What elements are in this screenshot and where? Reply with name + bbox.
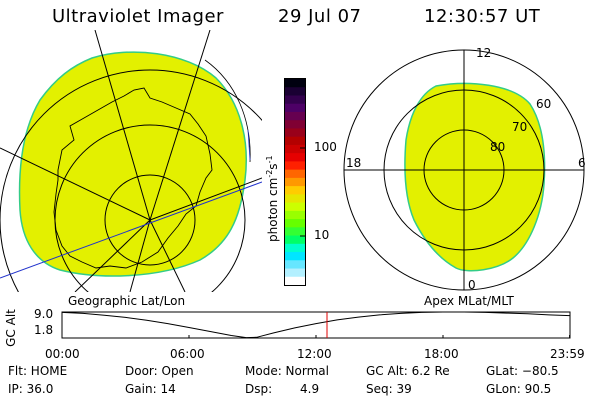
status-mode: Mode: Normal xyxy=(245,364,329,378)
uv-emission-region-polar xyxy=(404,82,546,272)
mlat-label-80: 80 xyxy=(490,140,506,154)
colorbar-segment xyxy=(285,111,305,121)
timeline-ytick-bottom: 1.8 xyxy=(34,323,54,337)
geographic-panel-label: Geographic Lat/Lon xyxy=(68,294,186,308)
colorbar-segment xyxy=(285,128,305,138)
timeline-xtick-1800: 18:00 xyxy=(424,347,459,361)
colorbar-segment xyxy=(285,120,305,129)
svg-text:photon cm-2s-1: photon cm-2s-1 xyxy=(265,155,280,242)
mlt-label-18: 18 xyxy=(346,156,362,170)
colorbar-segment xyxy=(285,276,305,286)
colorbar-segment xyxy=(285,210,305,220)
colorbar-segment xyxy=(285,194,305,204)
meridian-lines xyxy=(0,30,262,292)
uv-emission-region-geo xyxy=(18,51,247,277)
mlt-label-0: 0 xyxy=(468,278,476,292)
mlat-label-60: 60 xyxy=(536,97,552,111)
orbit-track xyxy=(0,181,262,279)
colorbar-segment xyxy=(285,252,305,261)
colorbar-segment xyxy=(285,136,305,146)
status-gain: Gain: 14 xyxy=(125,382,176,396)
colorbar-tick-100: 100 xyxy=(314,140,337,154)
coastline xyxy=(53,87,213,269)
mlt-label-12: 12 xyxy=(476,46,492,60)
polar-mlat-mlt-plot xyxy=(343,49,585,291)
altitude-timeline: GC Alt xyxy=(4,309,571,347)
status-gc-altitude: GC Alt: 6.2 Re xyxy=(366,364,450,378)
status-flight: Flt: HOME xyxy=(8,364,68,378)
instrument-title: Ultraviolet Imager xyxy=(52,6,224,27)
colorbar-segment xyxy=(285,260,305,270)
colorbar-segment xyxy=(285,144,305,154)
timeline-xtick-2359: 23:59 xyxy=(550,347,585,361)
earth-limb xyxy=(204,59,251,163)
altitude-series-line xyxy=(61,311,570,339)
timeline-ytick-top: 9.0 xyxy=(34,307,54,321)
colorbar-segment xyxy=(285,161,305,171)
status-sequence: Seq: 39 xyxy=(366,382,412,396)
colorbar-segment xyxy=(285,87,305,96)
colorbar-frame xyxy=(284,78,306,286)
colorbar-segment xyxy=(285,227,305,237)
timeline-xtick-0600: 06:00 xyxy=(170,347,205,361)
intensity-colorbar xyxy=(284,78,306,286)
colorbar-segment xyxy=(285,95,305,105)
colorbar-segment xyxy=(285,202,305,212)
colorbar-segment xyxy=(285,235,305,245)
colorbar-segment xyxy=(285,243,305,253)
status-dsp-value: 4.9 xyxy=(300,382,320,396)
status-door: Door: Open xyxy=(125,364,194,378)
mlt-meridians xyxy=(344,50,584,290)
timeline-ylabel: GC Alt xyxy=(4,309,18,347)
observation-date: 29 Jul 07 xyxy=(278,6,362,27)
timeline-frame xyxy=(61,311,571,339)
colorbar-segment xyxy=(285,169,305,179)
mlt-label-6: 6 xyxy=(578,156,586,170)
colorbar-segment xyxy=(285,219,305,228)
colorbar-tick-10: 10 xyxy=(314,228,330,242)
colorbar-segment xyxy=(285,186,305,195)
timeline-xtick-0000: 00:00 xyxy=(45,347,80,361)
colorbar-unit-label: photon cm-2s-1 xyxy=(265,155,280,242)
observation-time: 12:30:57 UT xyxy=(424,6,541,27)
colorbar-segment xyxy=(285,103,305,113)
geographic-uv-image xyxy=(0,30,262,292)
status-dsp-label: Dsp: xyxy=(245,382,273,396)
colorbar-segment xyxy=(285,268,305,278)
status-ip: IP: 36.0 xyxy=(8,382,54,396)
timeline-xtick-1200: 12:00 xyxy=(297,347,332,361)
colorbar-segment xyxy=(285,79,305,88)
magnetic-panel-label: Apex MLat/MLT xyxy=(424,294,514,308)
status-glat: GLat: −80.5 xyxy=(486,364,559,378)
colorbar-segment xyxy=(285,153,305,162)
colorbar-segment xyxy=(285,177,305,187)
status-glon: GLon: 90.5 xyxy=(486,382,552,396)
mlat-label-70: 70 xyxy=(512,120,528,134)
